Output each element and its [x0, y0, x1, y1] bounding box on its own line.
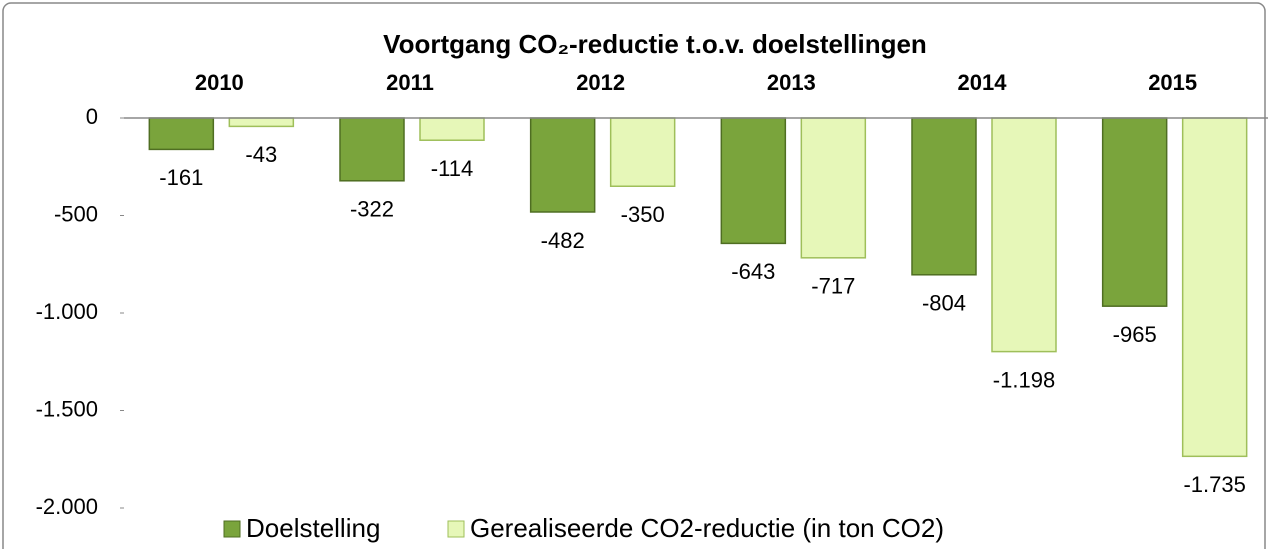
data-label: -1.735 [1183, 472, 1245, 497]
bar [1181, 117, 1248, 458]
bar [720, 117, 787, 245]
data-label: -161 [159, 165, 203, 190]
data-label: -717 [811, 274, 855, 299]
bar [911, 117, 977, 276]
legend-label: Gerealiseerde CO2-reductie (in ton CO2) [470, 513, 944, 543]
data-label: -804 [922, 291, 966, 316]
legend-label: Doelstelling [246, 513, 380, 543]
x-tick-label: 2015 [1148, 70, 1197, 95]
bar [148, 117, 215, 151]
chart-title: Voortgang CO₂-reductie t.o.v. doelstelli… [383, 29, 927, 59]
legend-swatch [447, 520, 465, 538]
data-label: -114 [431, 156, 473, 181]
x-tick-label: 2010 [195, 70, 244, 95]
y-tick-label: 0 [86, 104, 98, 129]
bar [609, 117, 676, 187]
y-tick-label: -1.000 [36, 299, 98, 324]
bar [1101, 117, 1168, 307]
data-label: -643 [731, 259, 775, 284]
bar [991, 117, 1057, 353]
y-tick-label: -1.500 [36, 396, 98, 421]
x-tick-label: 2011 [386, 70, 434, 95]
y-tick-label: -2.000 [36, 494, 98, 519]
bar [529, 117, 596, 213]
data-label: -322 [350, 197, 394, 222]
x-tick-label: 2012 [576, 70, 625, 95]
bar [339, 117, 405, 182]
data-label: -43 [245, 142, 277, 167]
x-tick-label: 2014 [958, 70, 1008, 95]
x-tick-label: 2013 [767, 70, 816, 95]
data-label: -482 [541, 228, 585, 253]
data-label: -965 [1113, 322, 1157, 347]
bar [419, 117, 485, 141]
legend-swatch [223, 520, 241, 538]
data-label: -1.198 [993, 367, 1055, 392]
y-tick-label: -500 [54, 201, 98, 226]
bar [800, 117, 867, 259]
bar [228, 117, 295, 128]
data-label: -350 [621, 202, 665, 227]
